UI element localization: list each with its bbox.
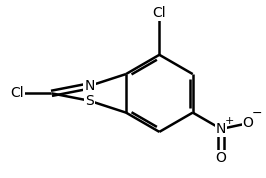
Text: O: O [216, 151, 227, 165]
Text: N: N [84, 79, 94, 93]
Text: N: N [216, 122, 226, 136]
Text: +: + [225, 116, 234, 125]
Text: Cl: Cl [10, 86, 24, 100]
Text: O: O [243, 116, 253, 130]
Text: −: − [252, 107, 262, 120]
Text: S: S [85, 94, 94, 108]
Text: Cl: Cl [152, 6, 166, 20]
